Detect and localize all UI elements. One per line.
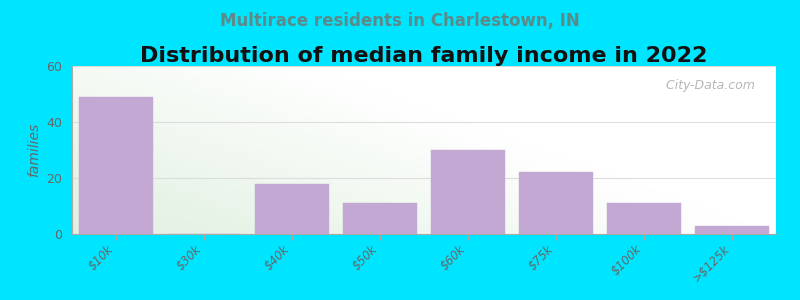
Bar — [694, 226, 770, 234]
Bar — [518, 172, 594, 234]
Y-axis label: families: families — [27, 123, 41, 177]
Bar — [430, 150, 506, 234]
Bar — [606, 203, 682, 234]
Text: City-Data.com: City-Data.com — [658, 80, 755, 92]
Bar — [254, 184, 330, 234]
Bar — [78, 97, 154, 234]
Text: Multirace residents in Charlestown, IN: Multirace residents in Charlestown, IN — [220, 12, 580, 30]
Title: Distribution of median family income in 2022: Distribution of median family income in … — [140, 46, 708, 66]
Bar — [342, 203, 418, 234]
